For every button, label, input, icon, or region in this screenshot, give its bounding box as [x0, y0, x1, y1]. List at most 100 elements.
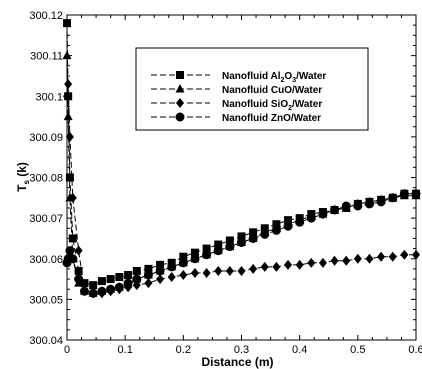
data-point — [68, 254, 78, 264]
data-point — [272, 261, 281, 272]
data-point — [202, 267, 211, 278]
y-tick-label: 300.06 — [29, 254, 63, 266]
data-point — [97, 286, 107, 296]
x-tick-label: 0.6 — [408, 344, 422, 356]
data-point — [132, 274, 142, 284]
data-point — [283, 221, 293, 231]
data-point — [68, 192, 77, 203]
data-point — [65, 246, 75, 256]
y-tick-label: 300.04 — [29, 335, 63, 347]
series-layer — [62, 19, 421, 299]
data-point — [167, 272, 176, 283]
data-point — [179, 252, 188, 261]
legend-label: Nanofluid CuO/Water — [222, 85, 322, 96]
data-point — [106, 275, 115, 284]
data-point — [249, 263, 258, 274]
data-point — [248, 233, 258, 243]
data-point — [190, 267, 199, 278]
x-tick-label: 0.3 — [234, 344, 249, 356]
data-point — [400, 249, 409, 260]
y-axis-title-main: T — [15, 184, 29, 192]
data-point — [249, 228, 258, 237]
y-axis-title-rest: (k) — [15, 162, 29, 180]
legend-marker — [175, 112, 185, 122]
legend-marker — [176, 71, 184, 79]
data-point — [213, 246, 223, 256]
data-point — [167, 262, 177, 272]
data-point — [88, 288, 98, 298]
data-point — [260, 261, 269, 272]
legend-label-part: /Water — [292, 99, 322, 110]
data-point — [155, 266, 165, 276]
data-point — [214, 265, 223, 276]
data-point — [214, 240, 223, 249]
data-point — [353, 201, 363, 211]
y-tick-label: 300.09 — [29, 132, 63, 144]
legend-label-part: Nanofluid SiO — [222, 99, 288, 110]
series-line — [66, 23, 416, 286]
data-point — [318, 209, 328, 219]
data-point — [284, 259, 293, 270]
legend-label-subscript: 2 — [281, 77, 285, 84]
data-point — [89, 281, 98, 290]
data-point — [399, 189, 409, 199]
series-circle — [62, 189, 421, 298]
data-point — [225, 236, 234, 245]
legend-label-part: O — [284, 71, 292, 82]
data-point — [156, 260, 165, 269]
data-point — [353, 253, 362, 264]
y-tick-label: 300.12 — [29, 10, 63, 22]
data-point — [364, 199, 374, 209]
y-tick-label: 300.05 — [29, 294, 63, 306]
legend-label: Nanofluid SiO2/Water — [222, 99, 322, 112]
data-point — [225, 265, 234, 276]
data-point — [190, 248, 199, 257]
legend-entry: Nanofluid Al2O3/Water — [151, 71, 326, 84]
data-point — [271, 225, 281, 235]
data-point — [63, 111, 73, 121]
x-tick-label: 0.1 — [118, 344, 133, 356]
data-point — [376, 197, 386, 207]
data-point — [412, 249, 420, 260]
data-point — [237, 232, 246, 241]
legend-label-part: Nanofluid CuO/Water — [222, 85, 322, 96]
data-point — [156, 274, 165, 285]
data-point — [123, 278, 133, 288]
data-point — [202, 244, 211, 253]
x-tick-label: 0 — [64, 344, 70, 356]
data-point — [178, 258, 188, 268]
data-point — [74, 274, 84, 284]
legend-label-subscript: 3 — [292, 77, 296, 84]
data-point — [295, 259, 304, 270]
x-axis-title: Distance (m) — [201, 355, 273, 369]
data-point — [74, 266, 83, 275]
data-point — [306, 213, 316, 223]
data-point — [388, 251, 397, 262]
data-point — [202, 250, 212, 260]
data-point — [143, 270, 153, 280]
legend-label-subscript: 2 — [288, 105, 292, 112]
y-axis-title-sub: s — [22, 180, 31, 185]
data-point — [63, 91, 71, 102]
legend-label-part: /Water — [296, 71, 326, 82]
data-point — [330, 255, 339, 266]
x-tick-label: 0.4 — [292, 344, 307, 356]
y-tick-label: 300.1 — [35, 91, 63, 103]
data-point — [341, 201, 351, 211]
data-point — [144, 264, 153, 273]
data-point — [237, 238, 246, 247]
data-point — [124, 271, 133, 279]
legend-label-part: Nanofluid ZnO/Water — [222, 113, 321, 124]
data-point — [411, 189, 421, 199]
y-axis-title: Ts (k) — [15, 162, 31, 192]
data-point — [64, 79, 73, 90]
data-point — [65, 131, 74, 142]
legend-entry: Nanofluid ZnO/Water — [151, 112, 321, 124]
legend-marker — [176, 98, 184, 108]
y-tick-label: 300.07 — [29, 213, 63, 225]
y-tick-label: 300.11 — [30, 51, 63, 63]
data-point — [388, 193, 398, 203]
data-point — [307, 257, 316, 268]
data-point — [132, 266, 141, 275]
